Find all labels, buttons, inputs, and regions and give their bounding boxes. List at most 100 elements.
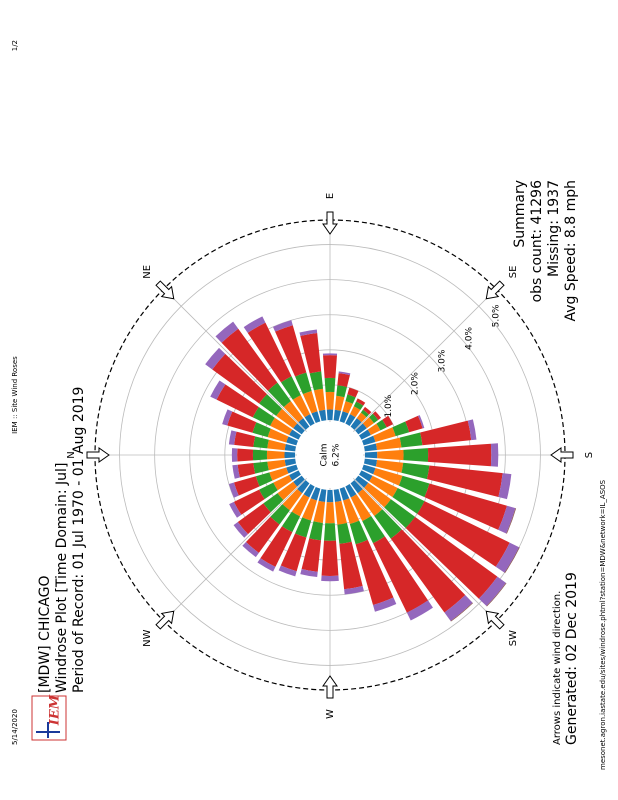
bar-segment <box>399 432 423 448</box>
bar-segment <box>350 418 362 430</box>
bar-segment <box>498 473 512 500</box>
bar-segment <box>228 482 239 498</box>
bar-segment <box>270 417 293 436</box>
bar-segment <box>259 394 283 416</box>
bar-segment <box>450 602 474 622</box>
spoke <box>329 288 497 456</box>
bar-segment <box>406 600 433 621</box>
ring <box>154 279 506 631</box>
bar-segment <box>364 451 378 459</box>
logo-frame <box>31 695 67 741</box>
bar-segment <box>291 494 310 517</box>
spoke <box>163 288 331 456</box>
bar-segment <box>228 430 237 445</box>
bar-segment <box>506 508 517 534</box>
summary-line: Missing: 1937 <box>546 180 562 277</box>
bar-segment <box>361 435 376 446</box>
bar-segment <box>253 436 269 449</box>
bar-segment <box>260 526 293 567</box>
bar-segment <box>322 353 338 356</box>
bar-segment <box>303 484 315 498</box>
bar-segment <box>353 401 364 410</box>
bar-segment <box>237 503 271 535</box>
direction-arrow <box>485 610 505 630</box>
bar-segment <box>326 489 334 503</box>
bar-segment <box>311 411 321 424</box>
bar-segment <box>490 443 499 467</box>
bar-segment <box>375 459 404 473</box>
bar-segment <box>343 498 360 525</box>
y-tick-label: 5.0% <box>491 304 501 327</box>
bar-segment <box>390 529 466 613</box>
bar-segment <box>373 597 397 612</box>
summary-line: obs count: 41296 <box>529 180 545 302</box>
bar-segment <box>299 329 318 336</box>
direction-label: E <box>325 193 336 199</box>
bar-segment <box>369 475 398 498</box>
bar-segment <box>338 371 351 376</box>
bar-segment <box>334 500 347 525</box>
bar-segment <box>373 427 396 442</box>
direction-label: N <box>66 451 77 458</box>
bar-segment <box>284 451 296 459</box>
bar-segment <box>301 538 322 572</box>
bar-segment <box>302 498 317 521</box>
bar-segment <box>359 429 371 440</box>
title-line: [MDW] CHICAGO <box>37 576 53 693</box>
bar-segment <box>337 373 350 387</box>
bar-segment <box>373 468 403 486</box>
bar-segment <box>363 458 378 467</box>
summary-line: Summary <box>512 180 528 248</box>
bar-segment <box>212 353 267 404</box>
bar-segment <box>376 419 387 431</box>
bar-segment <box>234 431 256 447</box>
bar-segment <box>267 459 286 471</box>
bar-segment <box>345 414 356 426</box>
bar-segment <box>325 502 335 524</box>
bar-segment <box>280 533 307 572</box>
bar-segment <box>384 499 416 529</box>
bar-segment <box>233 521 249 538</box>
bar-segment <box>337 523 352 544</box>
spoke <box>329 454 497 622</box>
print-date: 5/14/2020 <box>11 709 19 745</box>
bar-segment <box>232 464 240 479</box>
spoke <box>163 454 331 622</box>
bar-segment <box>362 417 374 429</box>
direction-label: NE <box>142 265 153 279</box>
bar-segment <box>286 464 299 474</box>
bar-segment <box>245 516 280 553</box>
bar-segment <box>310 486 321 501</box>
bar-segment <box>313 500 326 523</box>
bar-segment <box>270 504 290 525</box>
bar-segment <box>284 458 297 467</box>
bar-segment <box>318 409 327 422</box>
bar-segment <box>345 484 357 498</box>
direction-arrow <box>86 447 110 463</box>
bar-segment <box>367 423 381 436</box>
bar-segment <box>355 539 394 606</box>
bar-segment <box>323 355 337 379</box>
bar-segment <box>417 501 510 567</box>
direction-arrow <box>322 211 338 235</box>
bar-segment <box>216 384 259 418</box>
direction-label: SE <box>508 266 519 279</box>
bar-segment <box>347 387 359 398</box>
calm-label: Calm <box>320 443 330 466</box>
direction-arrow <box>485 280 505 300</box>
y-tick-label: 1.0% <box>384 394 394 417</box>
bar-segment <box>326 409 334 421</box>
bar-segment <box>215 321 239 343</box>
bar-segment <box>253 461 269 474</box>
bar-segment <box>273 474 293 491</box>
bar-segment <box>276 408 298 429</box>
bar-segment <box>267 428 289 443</box>
bar-segment <box>373 536 429 613</box>
direction-label: W <box>325 709 336 719</box>
calm-circle <box>297 422 363 488</box>
bar-segment <box>401 462 430 480</box>
bar-segment <box>227 411 257 433</box>
bar-segment <box>289 470 301 481</box>
title-line: Period of Record: 01 Jul 1970 - 01 Aug 2… <box>71 387 87 693</box>
